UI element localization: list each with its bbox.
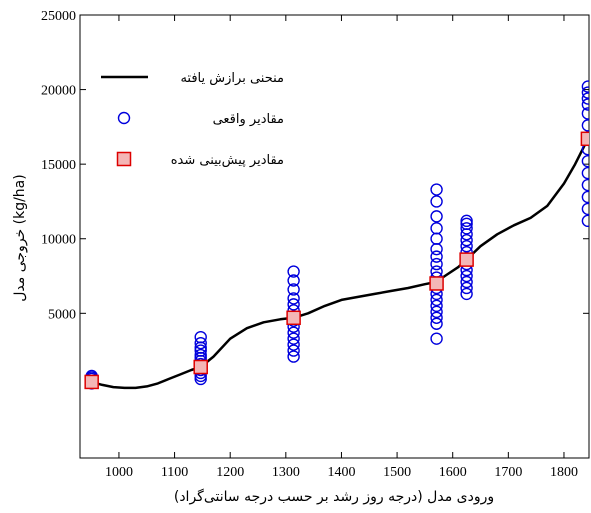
observed-point bbox=[460, 281, 473, 295]
observed-point bbox=[287, 332, 300, 345]
legend-label: مقادیر واقعی bbox=[213, 112, 284, 127]
observed-point bbox=[460, 239, 473, 253]
observed-point bbox=[581, 107, 589, 120]
observed-point bbox=[581, 98, 589, 111]
fitted-curve bbox=[90, 138, 589, 390]
observed-point bbox=[430, 183, 443, 196]
ticks: 1000 1100 1200 1300 1400 1500 1600 1700 1800 5000… bbox=[41, 9, 589, 480]
observed-point bbox=[581, 92, 589, 105]
legend-square-symbol bbox=[116, 151, 132, 167]
x-tick-label: 1800 bbox=[550, 465, 578, 480]
observed-point bbox=[460, 222, 473, 235]
observed-point bbox=[194, 330, 207, 344]
observed-point bbox=[194, 336, 207, 350]
plot-frame bbox=[79, 14, 590, 459]
observed-point bbox=[287, 265, 300, 278]
predicted-point bbox=[286, 310, 301, 326]
y-axis-title: خروجی مدل (kg/ha) bbox=[12, 174, 28, 301]
legend: منحنی برازش یافته مقادیر واقعی مقادیر پیش‌… bbox=[101, 71, 284, 168]
observed-point bbox=[287, 274, 300, 287]
x-tick-label: 1200 bbox=[216, 465, 244, 480]
observed-point bbox=[460, 234, 473, 247]
predicted-point bbox=[84, 374, 99, 390]
observed-point bbox=[581, 166, 589, 180]
observed-point bbox=[430, 332, 443, 345]
observed-point bbox=[460, 275, 473, 289]
predicted-point bbox=[429, 276, 444, 291]
axes bbox=[79, 14, 590, 459]
predicted-point bbox=[459, 252, 474, 267]
observed-point bbox=[460, 214, 473, 228]
observed-point bbox=[287, 338, 300, 351]
legend-label: منحنی برازش یافته bbox=[180, 71, 284, 86]
observed-point bbox=[460, 287, 473, 301]
x-tick-label: 1700 bbox=[494, 465, 522, 480]
x-tick-label: 1100 bbox=[161, 465, 188, 480]
observed-point bbox=[287, 283, 300, 296]
observed-point bbox=[287, 298, 300, 311]
x-tick-label: 1000 bbox=[105, 465, 133, 480]
observed-point bbox=[194, 344, 207, 357]
observed-point bbox=[287, 326, 300, 339]
observed-point bbox=[581, 119, 589, 132]
observed-point bbox=[581, 214, 589, 228]
observed-point bbox=[430, 293, 443, 307]
y-tick-label: 15000 bbox=[41, 158, 76, 173]
observed-point bbox=[581, 202, 589, 216]
observed-point bbox=[581, 86, 589, 99]
observed-point bbox=[430, 299, 443, 313]
y-tick-label: 25000 bbox=[41, 9, 76, 24]
y-tick-label: 20000 bbox=[41, 84, 76, 99]
x-tick-label: 1300 bbox=[272, 465, 300, 480]
observed-point bbox=[287, 350, 300, 363]
observed-point bbox=[430, 311, 443, 324]
predicted-point bbox=[580, 131, 589, 147]
observed-point bbox=[581, 154, 589, 168]
observed-point bbox=[581, 178, 589, 192]
legend-circle-symbol bbox=[117, 111, 131, 125]
observed-point bbox=[430, 210, 443, 223]
y-tick-label: 5000 bbox=[48, 307, 76, 322]
observed-point bbox=[287, 292, 300, 305]
observed-point bbox=[430, 195, 443, 208]
observed-point bbox=[430, 257, 443, 271]
y-tick-label: 10000 bbox=[41, 233, 76, 248]
x-axis-title: ورودی مدل (درجه روز رشد بر حسب درجه سانت… bbox=[174, 488, 494, 505]
observed-point bbox=[581, 80, 589, 93]
observed-point bbox=[430, 232, 443, 245]
x-tick-label: 1500 bbox=[383, 465, 411, 480]
plot-area bbox=[84, 80, 589, 390]
observed-point bbox=[581, 190, 589, 204]
observed-point bbox=[460, 217, 473, 231]
predicted-point bbox=[193, 359, 208, 375]
x-tick-label: 1600 bbox=[439, 465, 467, 480]
observed-point bbox=[430, 250, 443, 263]
legend-label: مقادیر پیش‌بینی شده bbox=[171, 153, 284, 168]
observed-point bbox=[430, 242, 443, 256]
observed-point bbox=[287, 344, 300, 357]
x-tick-label: 1400 bbox=[327, 465, 355, 480]
observed-point bbox=[430, 317, 443, 330]
observed-point bbox=[460, 269, 473, 283]
observed-point bbox=[430, 222, 443, 235]
observed-point bbox=[430, 305, 443, 319]
